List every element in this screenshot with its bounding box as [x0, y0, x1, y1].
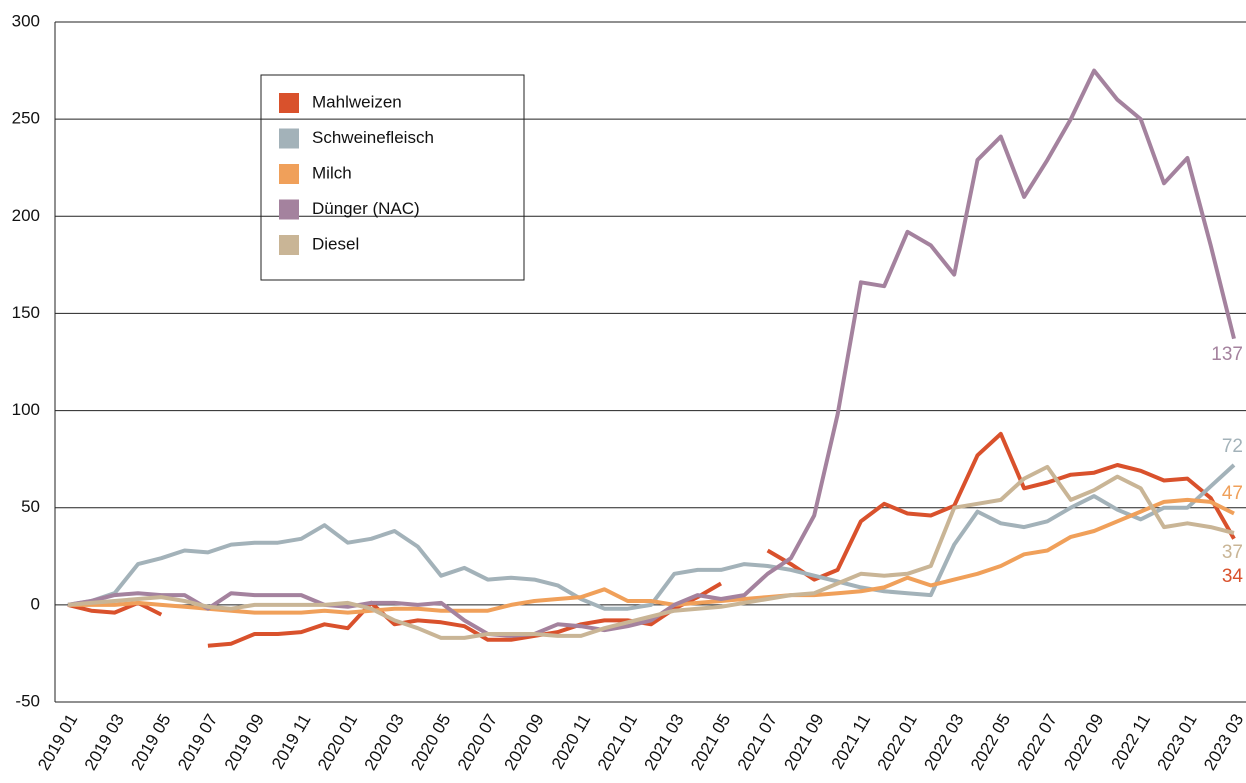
line — [67, 463, 1236, 611]
x-tick-label: 2022 05 — [967, 711, 1014, 774]
x-tick-label: 2020 05 — [407, 711, 454, 774]
x-tick-label: 2019 05 — [127, 711, 174, 774]
x-tick-label: 2021 05 — [687, 711, 734, 774]
x-tick-label: 2021 07 — [734, 711, 781, 774]
end-label: 34 — [1222, 566, 1244, 587]
y-tick-label: -50 — [15, 691, 40, 710]
end-label: 72 — [1222, 436, 1243, 457]
x-tick-label: 2020 07 — [454, 711, 501, 774]
legend-swatch — [279, 235, 299, 255]
legend-label: Milch — [312, 163, 352, 182]
line — [68, 497, 1235, 615]
x-tick-label: 2019 01 — [34, 711, 81, 774]
end-label: 137 — [1211, 344, 1243, 365]
line — [67, 464, 1235, 640]
y-tick-label: 250 — [12, 109, 40, 128]
x-tick-label: 2022 01 — [874, 711, 921, 774]
x-tick-label: 2019 11 — [268, 711, 315, 773]
x-tick-label: 2020 09 — [501, 711, 548, 774]
x-tick-label: 2021 03 — [640, 711, 687, 774]
legend-label: Diesel — [312, 234, 359, 253]
x-tick-label: 2023 03 — [1200, 711, 1246, 774]
legend-label: Mahlweizen — [312, 92, 402, 111]
line — [67, 431, 1236, 648]
x-tick-label: 2023 01 — [1154, 711, 1201, 774]
x-tick-label: 2020 01 — [314, 711, 361, 774]
y-tick-label: 300 — [12, 11, 40, 30]
x-tick-label: 2022 03 — [920, 711, 967, 774]
legend-swatch — [279, 93, 299, 113]
y-tick-label: 150 — [12, 303, 40, 322]
legend-swatch — [279, 199, 299, 220]
end-label: 47 — [1222, 483, 1243, 504]
x-tick-label: 2019 09 — [221, 711, 268, 774]
line — [67, 68, 1236, 638]
y-tick-label: 200 — [12, 206, 40, 225]
x-tick-label: 2020 03 — [361, 711, 408, 774]
legend-label: Dünger (NAC) — [312, 199, 420, 218]
x-tick-label: 2021 11 — [828, 711, 875, 773]
y-tick-label: 100 — [12, 400, 40, 419]
x-tick-label: 2022 07 — [1014, 711, 1061, 774]
y-tick-label: 0 — [31, 594, 40, 613]
x-tick-label: 2022 09 — [1060, 711, 1107, 774]
x-tick-label: 2022 11 — [1108, 711, 1155, 773]
y-tick-label: 50 — [21, 497, 40, 516]
legend-box — [260, 74, 525, 281]
legend-swatch — [279, 128, 299, 149]
x-tick-label: 2020 11 — [548, 711, 595, 773]
legend-swatch — [279, 164, 299, 184]
x-tick-label: 2021 09 — [780, 711, 827, 774]
x-tick-label: 2019 03 — [81, 711, 128, 774]
legend-label: Schweinefleisch — [312, 128, 434, 147]
end-label: 37 — [1222, 542, 1243, 563]
x-tick-label: 2021 01 — [594, 711, 641, 774]
x-tick-label: 2019 07 — [174, 711, 221, 774]
